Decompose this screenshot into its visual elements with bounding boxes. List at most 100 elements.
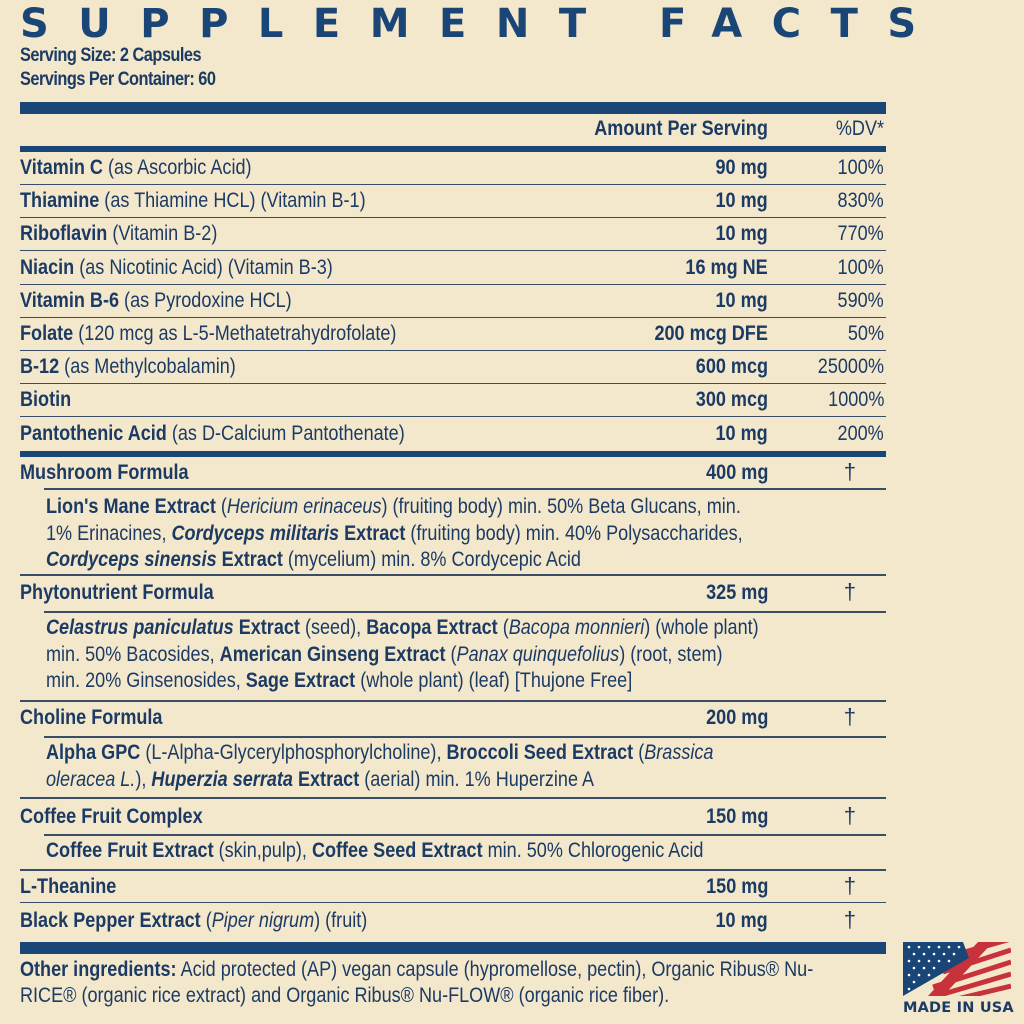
formula-name: Phytonutrient Formula	[20, 581, 245, 605]
dv-value: 25000%	[817, 355, 884, 379]
dv-value: 100%	[837, 255, 884, 279]
nutrient-name-text: Biotin	[20, 388, 71, 412]
nutrient-name-text: Riboflavin (Vitamin B-2)	[20, 222, 217, 246]
dv-value: 830%	[837, 189, 884, 213]
nutrient-detail: (as Nicotinic Acid) (Vitamin B-3)	[74, 255, 333, 279]
dagger-mark: †	[843, 459, 856, 484]
formula-name-text: Coffee Fruit Complex	[20, 805, 203, 828]
text-segment: oleracea L.	[46, 767, 136, 791]
text-segment: Broccoli Seed Extract	[446, 741, 634, 764]
text-segment: Cordyceps militaris	[171, 521, 340, 545]
amount-value: 200 mcg DFE	[654, 322, 768, 345]
amount-value: 10 mg	[715, 189, 768, 213]
text-segment: (aerial) min. 1% Huperzine A	[359, 767, 595, 791]
formula-divider	[20, 797, 886, 799]
nutrient-label: Vitamin B-6	[20, 288, 120, 312]
text-segment: Huperzia serrata	[151, 767, 293, 791]
dv-value: 200%	[837, 421, 884, 445]
ingredient-line: Lion's Mane Extract (Hericium erinaceus)…	[46, 494, 768, 521]
text-segment: (seed),	[299, 616, 367, 639]
amount-value: 90 mg	[715, 156, 768, 179]
formula-header-mushroom: Mushroom Formula 400 mg †	[20, 457, 886, 490]
formula-divider	[20, 574, 886, 576]
formula-header-divider	[44, 736, 886, 738]
text-segment: Coffee Fruit Extract	[46, 839, 214, 862]
text-segment: Cordyceps sinensis	[46, 548, 217, 571]
formula-amount: 325 mg	[705, 581, 768, 604]
formula-name-text: Phytonutrient Formula	[20, 581, 214, 604]
nutrient-detail: (as Pyrodoxine HCL)	[119, 288, 292, 312]
text-segment: (skin,pulp),	[213, 839, 312, 862]
black-pepper-name: Black Pepper Extract (Piper nigrum) (fru…	[20, 909, 424, 933]
dagger-mark: †	[843, 907, 856, 932]
amount-per-serving-header: Amount Per Serving	[594, 117, 768, 140]
vitamin-row: Niacin (as Nicotinic Acid) (Vitamin B-3)…	[20, 252, 886, 285]
dagger-mark: †	[843, 803, 856, 828]
serving-size: Serving Size: 2 Capsules	[20, 45, 202, 66]
theanine-name: L-Theanine	[20, 875, 132, 899]
formula-ingredients-phyto: Celastrus paniculatus Extract (seed), Ba…	[46, 615, 886, 695]
text-segment: American Ginseng Extract	[219, 642, 446, 666]
other-ingredients-label: Other ingredients:	[20, 958, 177, 981]
formula-ingredients-coffee: Coffee Fruit Extract (skin,pulp), Coffee…	[46, 838, 886, 865]
text-segment: Hericium erinaceus	[226, 495, 382, 518]
header-divider	[20, 146, 886, 152]
theanine-row: L-Theanine 150 mg †	[20, 871, 886, 903]
dv-value: 100%	[837, 156, 884, 179]
nutrient-name: Thiamine (as Thiamine HCL) (Vitamin B-1)	[20, 189, 422, 213]
dagger-mark: †	[843, 579, 856, 604]
black-pepper-name-text: Black Pepper Extract (Piper nigrum) (fru…	[20, 909, 367, 933]
vitamin-row: Pantothenic Acid (as D-Calcium Pantothen…	[20, 418, 886, 451]
other-ingredients: Other ingredients: Acid protected (AP) v…	[20, 958, 814, 1007]
text-segment: Extract	[339, 521, 406, 545]
nutrient-name: Riboflavin (Vitamin B-2)	[20, 222, 250, 246]
text-segment: Extract	[292, 767, 360, 791]
formula-header-divider	[44, 488, 886, 490]
text-segment: (L-Alpha-Glycerylphosphorylcholine),	[140, 741, 447, 764]
vitamin-row: Thiamine (as Thiamine HCL) (Vitamin B-1)…	[20, 185, 886, 219]
text-segment: ),	[135, 767, 152, 791]
formula-ingredients-mushroom: Lion's Mane Extract (Hericium erinaceus)…	[46, 494, 886, 574]
text-segment: Piper nigrum	[211, 909, 315, 932]
nutrient-name: Folate (120 mcg as L-5-Methatetrahydrofo…	[20, 322, 458, 346]
formula-name: Choline Formula	[20, 706, 186, 730]
text-segment: Extract	[233, 616, 300, 639]
nutrient-label: Thiamine	[20, 189, 100, 213]
text-segment: (whole plant) (leaf) [Thujone Free]	[355, 669, 633, 692]
nutrient-label: B-12	[20, 355, 60, 379]
text-segment: ) (fruit)	[314, 909, 368, 932]
ingredient-line: Cordyceps sinensis Extract (mycelium) mi…	[46, 547, 768, 574]
nutrient-name: Niacin (as Nicotinic Acid) (Vitamin B-3)	[20, 256, 384, 280]
text-segment: Black Pepper Extract	[20, 909, 201, 932]
text-segment: min. 20% Ginsenosides,	[46, 669, 246, 692]
text-segment: (	[633, 741, 645, 764]
nutrient-name: B-12 (as Methylcobalamin)	[20, 355, 271, 379]
dv-value: 1000%	[827, 388, 884, 412]
nutrient-name-text: B-12 (as Methylcobalamin)	[20, 355, 236, 379]
text-segment: Celastrus paniculatus	[46, 616, 234, 639]
amount-value: 16 mg NE	[685, 255, 768, 279]
bottom-thick-divider	[20, 942, 886, 954]
ingredient-line: 1% Erinacines, Cordyceps militaris Extra…	[46, 521, 768, 548]
text-segment: (fruiting body) min. 40% Polysaccharides…	[405, 521, 743, 545]
nutrient-detail: (as Thiamine HCL) (Vitamin B-1)	[99, 189, 366, 213]
formula-ingredients-choline: Alpha GPC (L-Alpha-Glycerylphosphorylcho…	[46, 740, 886, 793]
formula-name-text: Choline Formula	[20, 706, 163, 729]
nutrient-detail: (as Ascorbic Acid)	[102, 156, 252, 179]
formula-header-divider	[44, 611, 886, 613]
vitamin-row: Riboflavin (Vitamin B-2) 10 mg 770%	[20, 218, 886, 252]
theanine-name-text: L-Theanine	[20, 875, 117, 898]
text-segment: Coffee Seed Extract	[311, 839, 483, 862]
theanine-amount: 150 mg	[705, 875, 768, 898]
text-segment: Sage Extract	[245, 669, 356, 692]
ingredient-line: oleracea L.), Huperzia serrata Extract (…	[46, 767, 768, 794]
formula-amount: 400 mg	[705, 461, 768, 484]
formula-header-divider	[44, 834, 886, 836]
nutrient-label: Pantothenic Acid	[20, 421, 167, 445]
servings-per-container: Servings Per Container: 60	[20, 69, 216, 90]
formula-header-coffee: Coffee Fruit Complex 150 mg †	[20, 801, 886, 834]
nutrient-name-text: Vitamin B-6 (as Pyrodoxine HCL)	[20, 289, 292, 313]
nutrient-name: Vitamin C (as Ascorbic Acid)	[20, 156, 289, 180]
nutrient-detail: (as D-Calcium Pantothenate)	[166, 421, 405, 445]
nutrient-name-text: Niacin (as Nicotinic Acid) (Vitamin B-3)	[20, 256, 333, 280]
